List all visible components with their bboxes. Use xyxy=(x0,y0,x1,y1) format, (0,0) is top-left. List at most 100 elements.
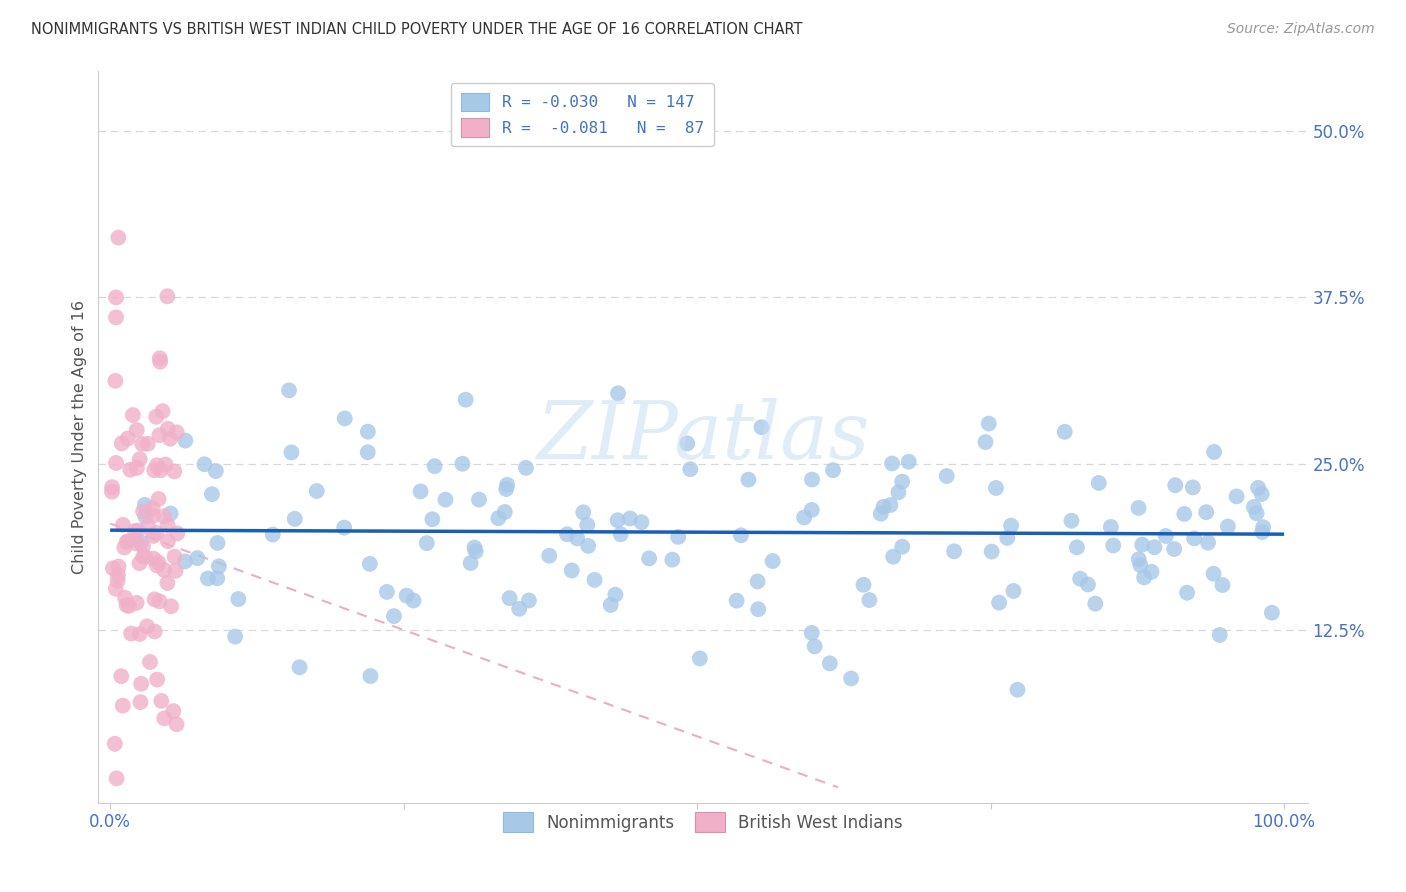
Point xyxy=(333,521,356,535)
Point xyxy=(359,669,381,683)
Point xyxy=(357,425,380,439)
Point xyxy=(606,513,628,527)
Point xyxy=(1175,585,1198,599)
Point xyxy=(661,552,683,566)
Point xyxy=(148,491,170,506)
Point xyxy=(1069,572,1091,586)
Point xyxy=(1251,520,1274,534)
Point xyxy=(134,549,156,564)
Point xyxy=(111,517,134,532)
Point xyxy=(115,534,138,549)
Point xyxy=(150,694,173,708)
Point xyxy=(872,500,894,514)
Point xyxy=(104,737,127,751)
Point xyxy=(434,492,457,507)
Point xyxy=(1002,583,1025,598)
Point xyxy=(226,592,249,607)
Point xyxy=(121,408,143,422)
Point xyxy=(1226,490,1249,504)
Point xyxy=(129,695,152,709)
Point xyxy=(818,657,841,671)
Point xyxy=(988,596,1011,610)
Point xyxy=(127,524,149,538)
Point xyxy=(1140,565,1163,579)
Point xyxy=(134,498,156,512)
Point xyxy=(111,436,134,450)
Point xyxy=(762,554,785,568)
Point xyxy=(879,498,901,512)
Point xyxy=(1130,538,1153,552)
Point xyxy=(160,599,183,614)
Point xyxy=(125,596,148,610)
Point xyxy=(517,593,540,607)
Point xyxy=(821,463,844,477)
Point xyxy=(943,544,966,558)
Point xyxy=(305,483,328,498)
Point xyxy=(136,437,159,451)
Point xyxy=(262,527,284,541)
Point xyxy=(679,462,702,476)
Point xyxy=(124,524,146,538)
Point xyxy=(561,563,583,577)
Point xyxy=(146,673,169,687)
Point xyxy=(1202,445,1225,459)
Point xyxy=(538,549,561,563)
Point xyxy=(132,539,155,553)
Point xyxy=(801,473,824,487)
Point xyxy=(730,528,752,542)
Point xyxy=(1212,578,1234,592)
Point xyxy=(156,534,179,549)
Point xyxy=(142,551,165,566)
Point xyxy=(166,717,188,731)
Point xyxy=(1099,520,1122,534)
Point xyxy=(689,651,711,665)
Point xyxy=(1173,507,1195,521)
Point xyxy=(494,505,516,519)
Point xyxy=(166,425,188,440)
Point xyxy=(496,477,519,491)
Point xyxy=(555,527,578,541)
Text: ZIPatlas: ZIPatlas xyxy=(536,399,870,475)
Point xyxy=(142,508,165,523)
Point xyxy=(145,409,167,424)
Point xyxy=(800,626,823,640)
Point xyxy=(1246,507,1268,521)
Point xyxy=(143,463,166,477)
Point xyxy=(583,573,606,587)
Point xyxy=(197,572,219,586)
Point xyxy=(891,540,914,554)
Point xyxy=(897,455,920,469)
Point xyxy=(117,534,139,549)
Point xyxy=(751,420,773,434)
Point xyxy=(891,475,914,489)
Point xyxy=(112,541,135,555)
Point xyxy=(278,384,301,398)
Point xyxy=(125,536,148,550)
Point xyxy=(163,464,186,478)
Point xyxy=(357,445,380,459)
Point xyxy=(174,554,197,568)
Point xyxy=(395,589,418,603)
Point xyxy=(156,518,179,533)
Point xyxy=(1087,475,1109,490)
Point xyxy=(725,593,748,607)
Point xyxy=(1154,529,1177,543)
Point xyxy=(149,463,172,477)
Point xyxy=(153,563,176,577)
Point xyxy=(148,428,170,442)
Point xyxy=(619,511,641,525)
Point xyxy=(1195,505,1218,519)
Point xyxy=(572,505,595,519)
Point xyxy=(120,463,142,477)
Point xyxy=(1129,558,1152,573)
Point xyxy=(495,482,517,496)
Point xyxy=(145,525,167,540)
Point xyxy=(186,551,208,566)
Point xyxy=(409,484,432,499)
Point xyxy=(508,602,530,616)
Point xyxy=(107,559,129,574)
Point xyxy=(599,598,621,612)
Point xyxy=(288,660,311,674)
Point xyxy=(423,459,446,474)
Point xyxy=(105,772,128,786)
